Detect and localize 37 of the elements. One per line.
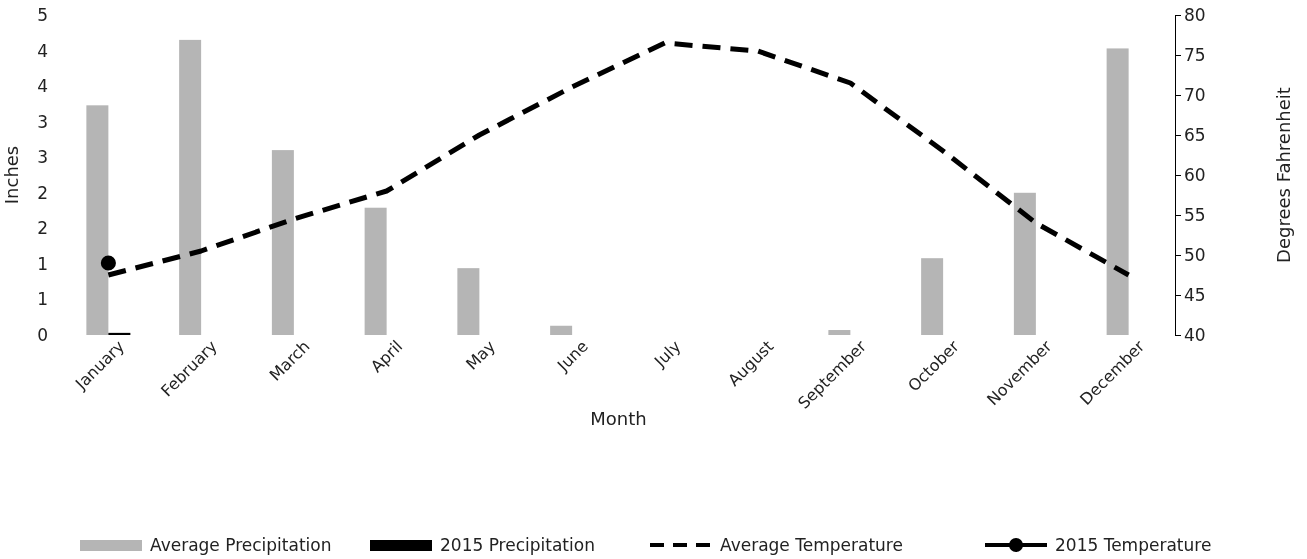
bar — [271, 150, 294, 335]
bar — [921, 258, 944, 335]
bar — [364, 207, 387, 335]
y2-tick-label: 65 — [1184, 124, 1206, 145]
y2-tick-label: 55 — [1184, 204, 1206, 225]
bar — [86, 105, 109, 335]
bar — [457, 268, 480, 335]
legend-label: Average Temperature — [720, 535, 903, 555]
bar — [179, 39, 202, 335]
legend-label: 2015 Precipitation — [440, 535, 595, 555]
x-axis-title: Month — [590, 408, 647, 429]
bar — [1106, 48, 1129, 335]
y-tick-label: 4 — [37, 40, 48, 61]
y2-tick-label: 80 — [1184, 4, 1206, 25]
bar — [828, 330, 851, 335]
bar — [1013, 192, 1036, 335]
y2-tick-label: 75 — [1184, 44, 1206, 65]
y-tick-label: 3 — [37, 147, 48, 168]
bar — [108, 332, 131, 335]
legend-label: 2015 Temperature — [1055, 535, 1212, 555]
y2-tick-label: 40 — [1184, 324, 1206, 345]
y2-tick-label: 70 — [1184, 84, 1206, 105]
y2-tick-label: 50 — [1184, 244, 1206, 265]
y-tick-label: 4 — [37, 76, 48, 97]
y2-axis-title: Degrees Fahrenheit — [1273, 87, 1294, 263]
y2-tick-label: 60 — [1184, 164, 1206, 185]
y-tick-label: 3 — [37, 111, 48, 132]
legend-label: Average Precipitation — [150, 535, 332, 555]
y-tick-label: 5 — [37, 4, 48, 25]
bar — [550, 325, 573, 335]
y-tick-label: 1 — [37, 289, 48, 310]
y-tick-label: 2 — [37, 182, 48, 203]
y2-tick-label: 45 — [1184, 284, 1206, 305]
y-tick-label: 0 — [37, 324, 48, 345]
y-tick-label: 1 — [37, 253, 48, 274]
y-tick-label: 2 — [37, 218, 48, 239]
y-axis-title: Inches — [1, 145, 22, 205]
